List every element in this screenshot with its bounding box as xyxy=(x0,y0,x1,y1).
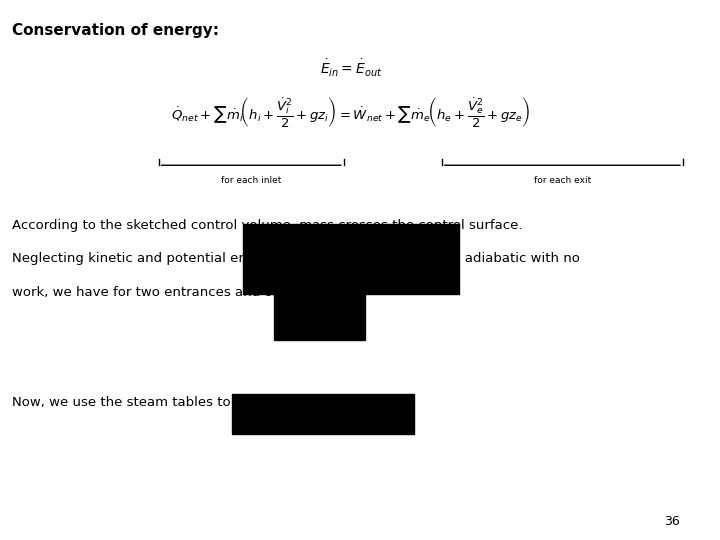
Text: Conservation of energy:: Conservation of energy: xyxy=(12,23,219,38)
Text: 36: 36 xyxy=(664,515,680,528)
Text: According to the sketched control volume, mass crosses the control surface.: According to the sketched control volume… xyxy=(12,219,523,232)
Text: Now, we use the steam tables to find the enthalpies:: Now, we use the steam tables to find the… xyxy=(12,396,365,409)
Text: work, we have for two entrances and one exit: work, we have for two entrances and one … xyxy=(12,286,318,299)
Text: $\dot{E}_{in} = \dot{E}_{out}$: $\dot{E}_{in} = \dot{E}_{out}$ xyxy=(320,58,382,79)
Text: for each inlet: for each inlet xyxy=(221,176,282,185)
Text: $\dot{Q}_{net} + \sum \dot{m}_i\!\left( h_i + \dfrac{\dot{V}_i^2}{2} + gz_i \rig: $\dot{Q}_{net} + \sum \dot{m}_i\!\left( … xyxy=(171,96,531,130)
Bar xyxy=(274,294,365,340)
Text: Neglecting kinetic and potential energies and noting the process is adiabatic wi: Neglecting kinetic and potential energie… xyxy=(12,252,580,265)
Bar xyxy=(232,394,414,434)
Text: for each exit: for each exit xyxy=(534,176,591,185)
